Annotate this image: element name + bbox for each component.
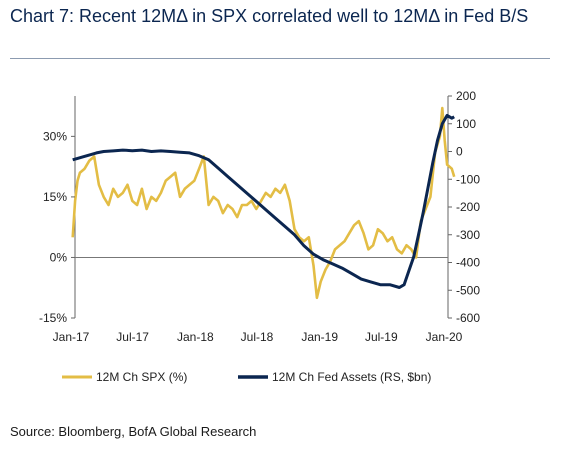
- right-tick-label: -300: [456, 228, 480, 242]
- x-tick-label: Jan-17: [53, 330, 90, 344]
- right-tick-label: -200: [456, 200, 480, 214]
- fed-assets-series-line: [72, 113, 455, 289]
- right-tick-label: 100: [456, 117, 476, 131]
- left-tick-label: 15%: [43, 190, 67, 204]
- series-layer: [71, 106, 456, 300]
- right-tick-label: 0: [456, 145, 463, 159]
- x-tick-label: Jan-20: [426, 330, 463, 344]
- axes-layer: 30% 15% 0% -15% 200 100 0 -100 -200 -300 -400 -500 -…: [39, 89, 480, 344]
- source-note: Source: Bloomberg, BofA Global Research: [10, 424, 257, 439]
- title-divider: [10, 58, 550, 59]
- x-tick-label: Jul-19: [365, 330, 398, 344]
- left-tick-label: -15%: [39, 311, 67, 325]
- legend-fed-assets-label: 12M Ch Fed Assets (RS, $bn): [272, 370, 431, 384]
- x-tick-label: Jul-18: [241, 330, 274, 344]
- x-tick-label: Jul-17: [116, 330, 149, 344]
- x-tick-label: Jan-19: [301, 330, 338, 344]
- x-tick-label: Jan-18: [177, 330, 214, 344]
- left-tick-label: 30%: [43, 129, 67, 143]
- right-tick-label: -100: [456, 172, 480, 186]
- legend-spx-label: 12M Ch SPX (%): [96, 370, 187, 384]
- legend: 12M Ch SPX (%) 12M Ch Fed Assets (RS, $bn…: [62, 370, 431, 384]
- right-tick-label: -600: [456, 311, 480, 325]
- right-tick-label: -500: [456, 283, 480, 297]
- left-tick-label: 0%: [50, 250, 68, 264]
- right-tick-label: -400: [456, 256, 480, 270]
- chart-title: Chart 7: Recent 12MΔ in SPX correlated w…: [10, 6, 529, 26]
- right-tick-label: 200: [456, 89, 476, 103]
- spx-series-line: [71, 106, 456, 300]
